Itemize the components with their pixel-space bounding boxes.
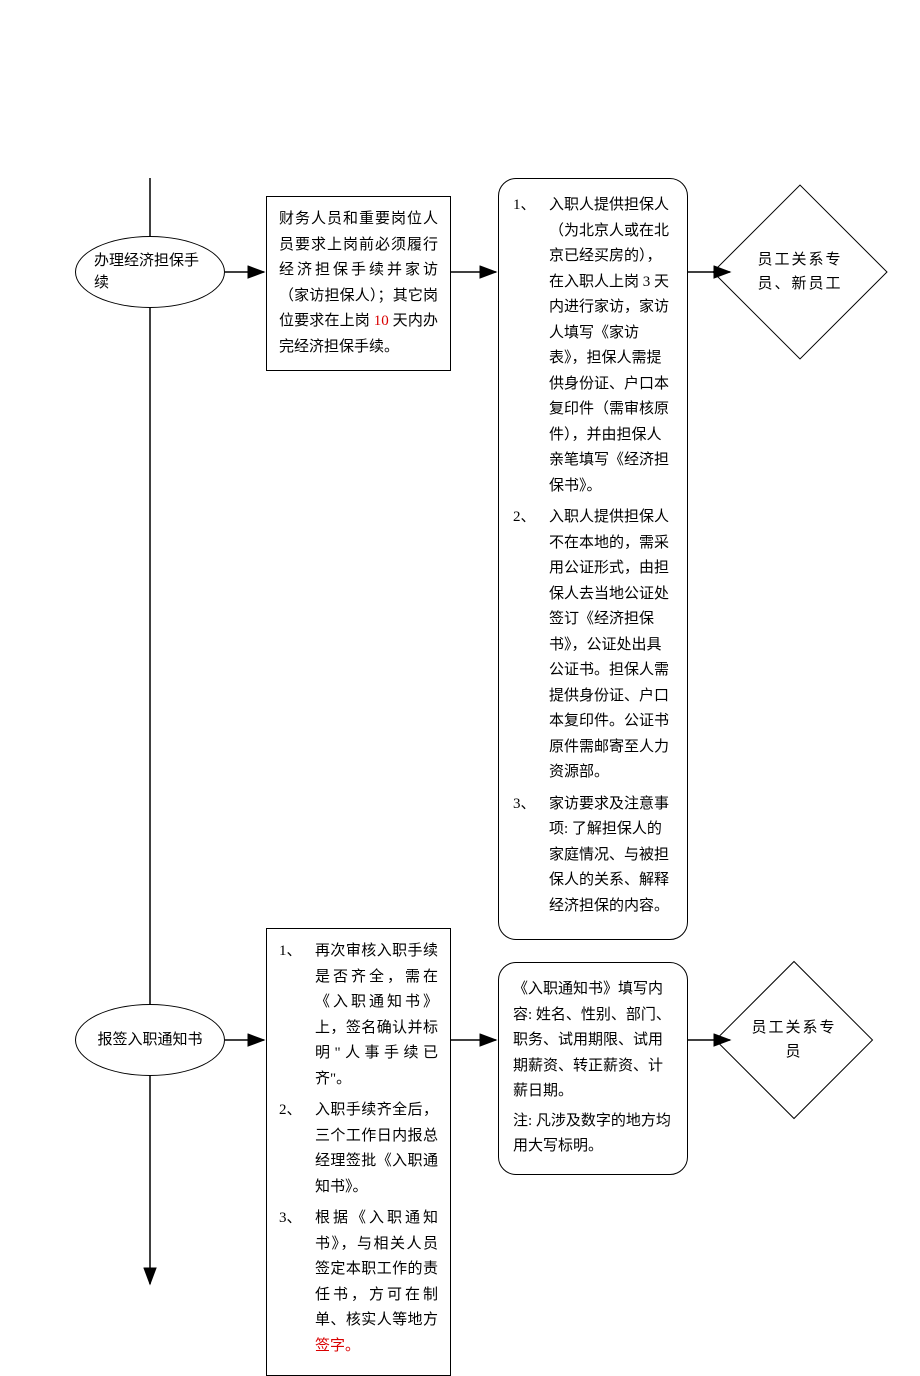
rrect1-list: 1、入职人提供担保人（为北京人或在北京已经买房的），在入职人上岗 3 天内进行家…	[513, 193, 673, 919]
rect2-item2-text: 入职手续齐全后，三个工作日内报总经理签批《入职通知书》。	[315, 1102, 438, 1195]
diamond2-text: 员工关系专员	[738, 984, 850, 1096]
rect2-item3: 3、根据《入职通知书》，与相关人员签定本职工作的责任书，方可在制单、核实人等地方…	[279, 1206, 438, 1359]
step-ellipse-guarantee: 办理经济担保手续	[75, 236, 225, 308]
diamond-role-2: 员工关系专员	[738, 984, 850, 1096]
rrect1-item3-text: 家访要求及注意事项: 了解担保人的家庭情况、与被担保人的关系、解释经济担保的内容…	[549, 796, 669, 914]
rect2-list: 1、再次审核入职手续是否齐全，需在《入职通知书》上，签名确认并标明"人事手续已齐…	[279, 939, 438, 1359]
rrect2-text: 《入职通知书》填写内容: 姓名、性别、部门、职务、试用期限、试用期薪资、转正薪资…	[513, 977, 673, 1105]
rect2-item3-red: 签字。	[315, 1338, 360, 1354]
rrect1-item2-text: 入职人提供担保人不在本地的，需采用公证形式，由担保人去当地公证处签订《经济担保书…	[549, 509, 669, 780]
rrect2-note: 注: 凡涉及数字的地方均用大写标明。	[513, 1109, 673, 1160]
rect-guarantee-requirement: 财务人员和重要岗位人员要求上岗前必须履行经济担保手续并家访（家访担保人）；其它岗…	[266, 196, 451, 371]
rrect1-item3: 3、家访要求及注意事项: 了解担保人的家庭情况、与被担保人的关系、解释经济担保的…	[513, 792, 673, 920]
rect-notice-steps: 1、再次审核入职手续是否齐全，需在《入职通知书》上，签名确认并标明"人事手续已齐…	[266, 928, 451, 1376]
rrect-guarantee-details: 1、入职人提供担保人（为北京人或在北京已经买房的），在入职人上岗 3 天内进行家…	[498, 178, 688, 940]
step-ellipse-notice: 报签入职通知书	[75, 1004, 225, 1076]
rect2-item1: 1、再次审核入职手续是否齐全，需在《入职通知书》上，签名确认并标明"人事手续已齐…	[279, 939, 438, 1092]
rect2-item3-text: 根据《入职通知书》，与相关人员签定本职工作的责任书，方可在制单、核实人等地方	[315, 1210, 438, 1328]
rrect1-item1-text: 入职人提供担保人（为北京人或在北京已经买房的），在入职人上岗 3 天内进行家访，…	[549, 197, 669, 494]
rect2-item2: 2、入职手续齐全后，三个工作日内报总经理签批《入职通知书》。	[279, 1098, 438, 1200]
diamond-role-1: 员工关系专员、新员工	[738, 210, 862, 334]
rrect-notice-content: 《入职通知书》填写内容: 姓名、性别、部门、职务、试用期限、试用期薪资、转正薪资…	[498, 962, 688, 1175]
rect2-item1-text: 再次审核入职手续是否齐全，需在《入职通知书》上，签名确认并标明"人事手续已齐"。	[315, 943, 438, 1087]
rect1-red: 10	[374, 313, 389, 329]
rrect1-item2: 2、入职人提供担保人不在本地的，需采用公证形式，由担保人去当地公证处签订《经济担…	[513, 505, 673, 786]
diamond1-text: 员工关系专员、新员工	[738, 210, 862, 334]
ellipse2-text: 报签入职通知书	[97, 1029, 202, 1052]
ellipse1-text: 办理经济担保手续	[94, 250, 206, 295]
rect1-line0: 财务人员和重要岗位人员要求上岗前必须履行经济担保手续并家访（家访担保人）；其它岗…	[279, 211, 438, 329]
rrect1-item1: 1、入职人提供担保人（为北京人或在北京已经买房的），在入职人上岗 3 天内进行家…	[513, 193, 673, 499]
